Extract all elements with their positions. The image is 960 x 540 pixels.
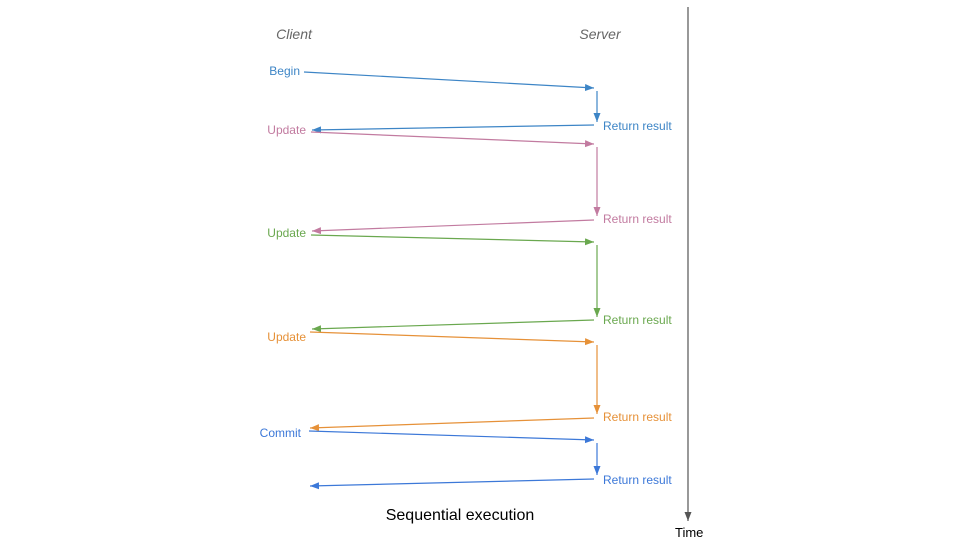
update-2-label: Update <box>267 226 306 240</box>
update-2-request-arrow <box>310 234 595 246</box>
update-1-return-label: Return result <box>603 212 672 226</box>
update-3-return-arrow <box>309 417 595 432</box>
commit-return-arrow <box>309 478 595 490</box>
update-1-request-arrow <box>310 131 595 148</box>
server-column-header: Server <box>579 26 622 42</box>
update-3-label: Update <box>267 330 306 344</box>
begin-return-label: Return result <box>603 119 672 133</box>
update-3-return-label: Return result <box>603 410 672 424</box>
begin-return-arrow <box>311 124 595 134</box>
message-update-3: Update Return result <box>267 330 672 432</box>
message-update-1: Update Return result <box>267 123 672 235</box>
message-begin: Begin Return result <box>269 64 672 134</box>
update-1-label: Update <box>267 123 306 137</box>
begin-label: Begin <box>269 64 300 78</box>
update-1-return-arrow <box>311 219 595 235</box>
message-update-2: Update Return result <box>267 226 672 333</box>
commit-request-arrow <box>308 430 595 444</box>
update-2-return-arrow <box>311 319 595 333</box>
commit-return-label: Return result <box>603 473 672 487</box>
client-column-header: Client <box>276 26 313 42</box>
begin-request-arrow <box>303 71 595 91</box>
time-axis-label: Time <box>675 525 703 540</box>
message-commit: Commit Return result <box>260 426 672 490</box>
update-2-return-label: Return result <box>603 313 672 327</box>
diagram-title: Sequential execution <box>386 507 535 524</box>
commit-label: Commit <box>260 426 302 440</box>
update-3-request-arrow <box>309 331 595 346</box>
